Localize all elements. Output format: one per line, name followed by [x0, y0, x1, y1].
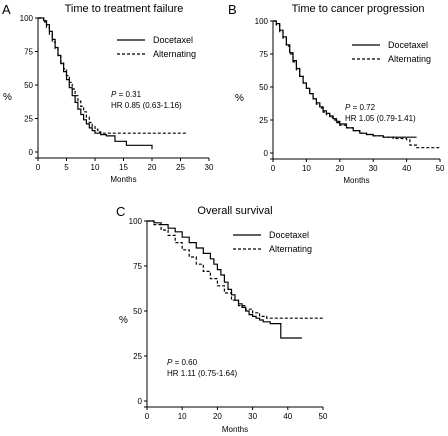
x-tick-label: 0	[271, 164, 276, 173]
panel-b: B Time to cancer progression 0 25 50 75 100 0 10…	[228, 2, 445, 185]
legend-label: Alternating	[153, 49, 196, 59]
x-tick-label: 30	[248, 412, 257, 421]
series-line-docetaxel	[147, 220, 302, 339]
chart-title: Time to treatment failure	[65, 3, 184, 15]
x-tick-label: 5	[64, 163, 69, 172]
x-tick-label: 50	[319, 412, 328, 421]
x-tick-label: 30	[205, 163, 214, 172]
y-axis-label: %	[3, 92, 12, 103]
legend-label: Docetaxel	[269, 230, 309, 240]
x-tick-label: 0	[145, 412, 150, 421]
panel-label: B	[228, 2, 237, 17]
y-tick-label: 0	[29, 148, 34, 157]
annotation: P = 0.60	[167, 358, 198, 367]
p-symbol: P	[167, 358, 173, 367]
panel-a: A Time to treatment failure 0 25 50 75 100 0 5 10…	[2, 2, 214, 184]
annotation: P = 0.31	[111, 90, 142, 99]
panel-label: C	[116, 204, 125, 219]
y-tick-label: 100	[255, 17, 269, 26]
annotation: P = 0.72	[345, 103, 376, 112]
x-axis-label: Months	[343, 176, 369, 185]
y-tick-label: 75	[133, 262, 142, 271]
x-tick-label: 10	[178, 412, 187, 421]
y-tick-label: 50	[133, 307, 142, 316]
y-tick-label: 75	[24, 48, 33, 57]
y-tick-label: 75	[259, 50, 268, 59]
chart-title: Overall survival	[197, 205, 272, 217]
y-axis-label: %	[119, 315, 128, 326]
p-symbol: P	[111, 90, 117, 99]
y-axis-label: %	[235, 93, 244, 104]
y-tick-label: 100	[129, 217, 143, 226]
x-tick-label: 40	[283, 412, 292, 421]
series-line-docetaxel	[38, 17, 153, 150]
y-tick-label: 25	[24, 115, 33, 124]
x-tick-label: 20	[213, 412, 222, 421]
legend-label: Docetaxel	[388, 40, 428, 50]
x-tick-label: 15	[119, 163, 128, 172]
series-line-alternating	[273, 20, 440, 149]
panel-c: C Overall survival 0 25 50 75 100 0 10 20 30 40 50% M…	[116, 204, 328, 434]
x-axis-label: Months	[222, 425, 248, 434]
x-tick-label: 10	[302, 164, 311, 173]
legend-label: Docetaxel	[153, 35, 193, 45]
annotation: HR 0.85 (0.63-1.16)	[111, 101, 182, 110]
p-value: = 0.31	[116, 90, 141, 99]
annotation: HR 1.05 (0.79-1.41)	[345, 114, 416, 123]
x-tick-label: 40	[402, 164, 411, 173]
panel-label: A	[2, 2, 11, 17]
y-tick-label: 100	[20, 14, 34, 23]
x-tick-label: 20	[148, 163, 157, 172]
x-tick-label: 20	[335, 164, 344, 173]
x-tick-label: 50	[436, 164, 445, 173]
x-axis-label: Months	[110, 175, 136, 184]
y-tick-label: 25	[133, 352, 142, 361]
legend-label: Alternating	[388, 54, 431, 64]
y-tick-label: 50	[259, 83, 268, 92]
x-tick-label: 0	[36, 163, 41, 172]
series-line-alternating	[147, 220, 323, 319]
x-tick-label: 30	[369, 164, 378, 173]
y-tick-label: 0	[264, 149, 269, 158]
y-tick-label: 50	[24, 81, 33, 90]
y-tick-label: 0	[138, 397, 143, 406]
annotation: HR 1.11 (0.75-1.64)	[167, 369, 237, 378]
p-value: = 0.60	[172, 358, 197, 367]
legend-label: Alternating	[269, 244, 312, 254]
series-line-alternating	[38, 17, 187, 134]
x-tick-label: 25	[176, 163, 185, 172]
y-tick-label: 25	[259, 116, 268, 125]
p-symbol: P	[345, 103, 351, 112]
chart-title: Time to cancer progression	[292, 3, 425, 15]
x-tick-label: 10	[91, 163, 100, 172]
p-value: = 0.72	[350, 103, 375, 112]
